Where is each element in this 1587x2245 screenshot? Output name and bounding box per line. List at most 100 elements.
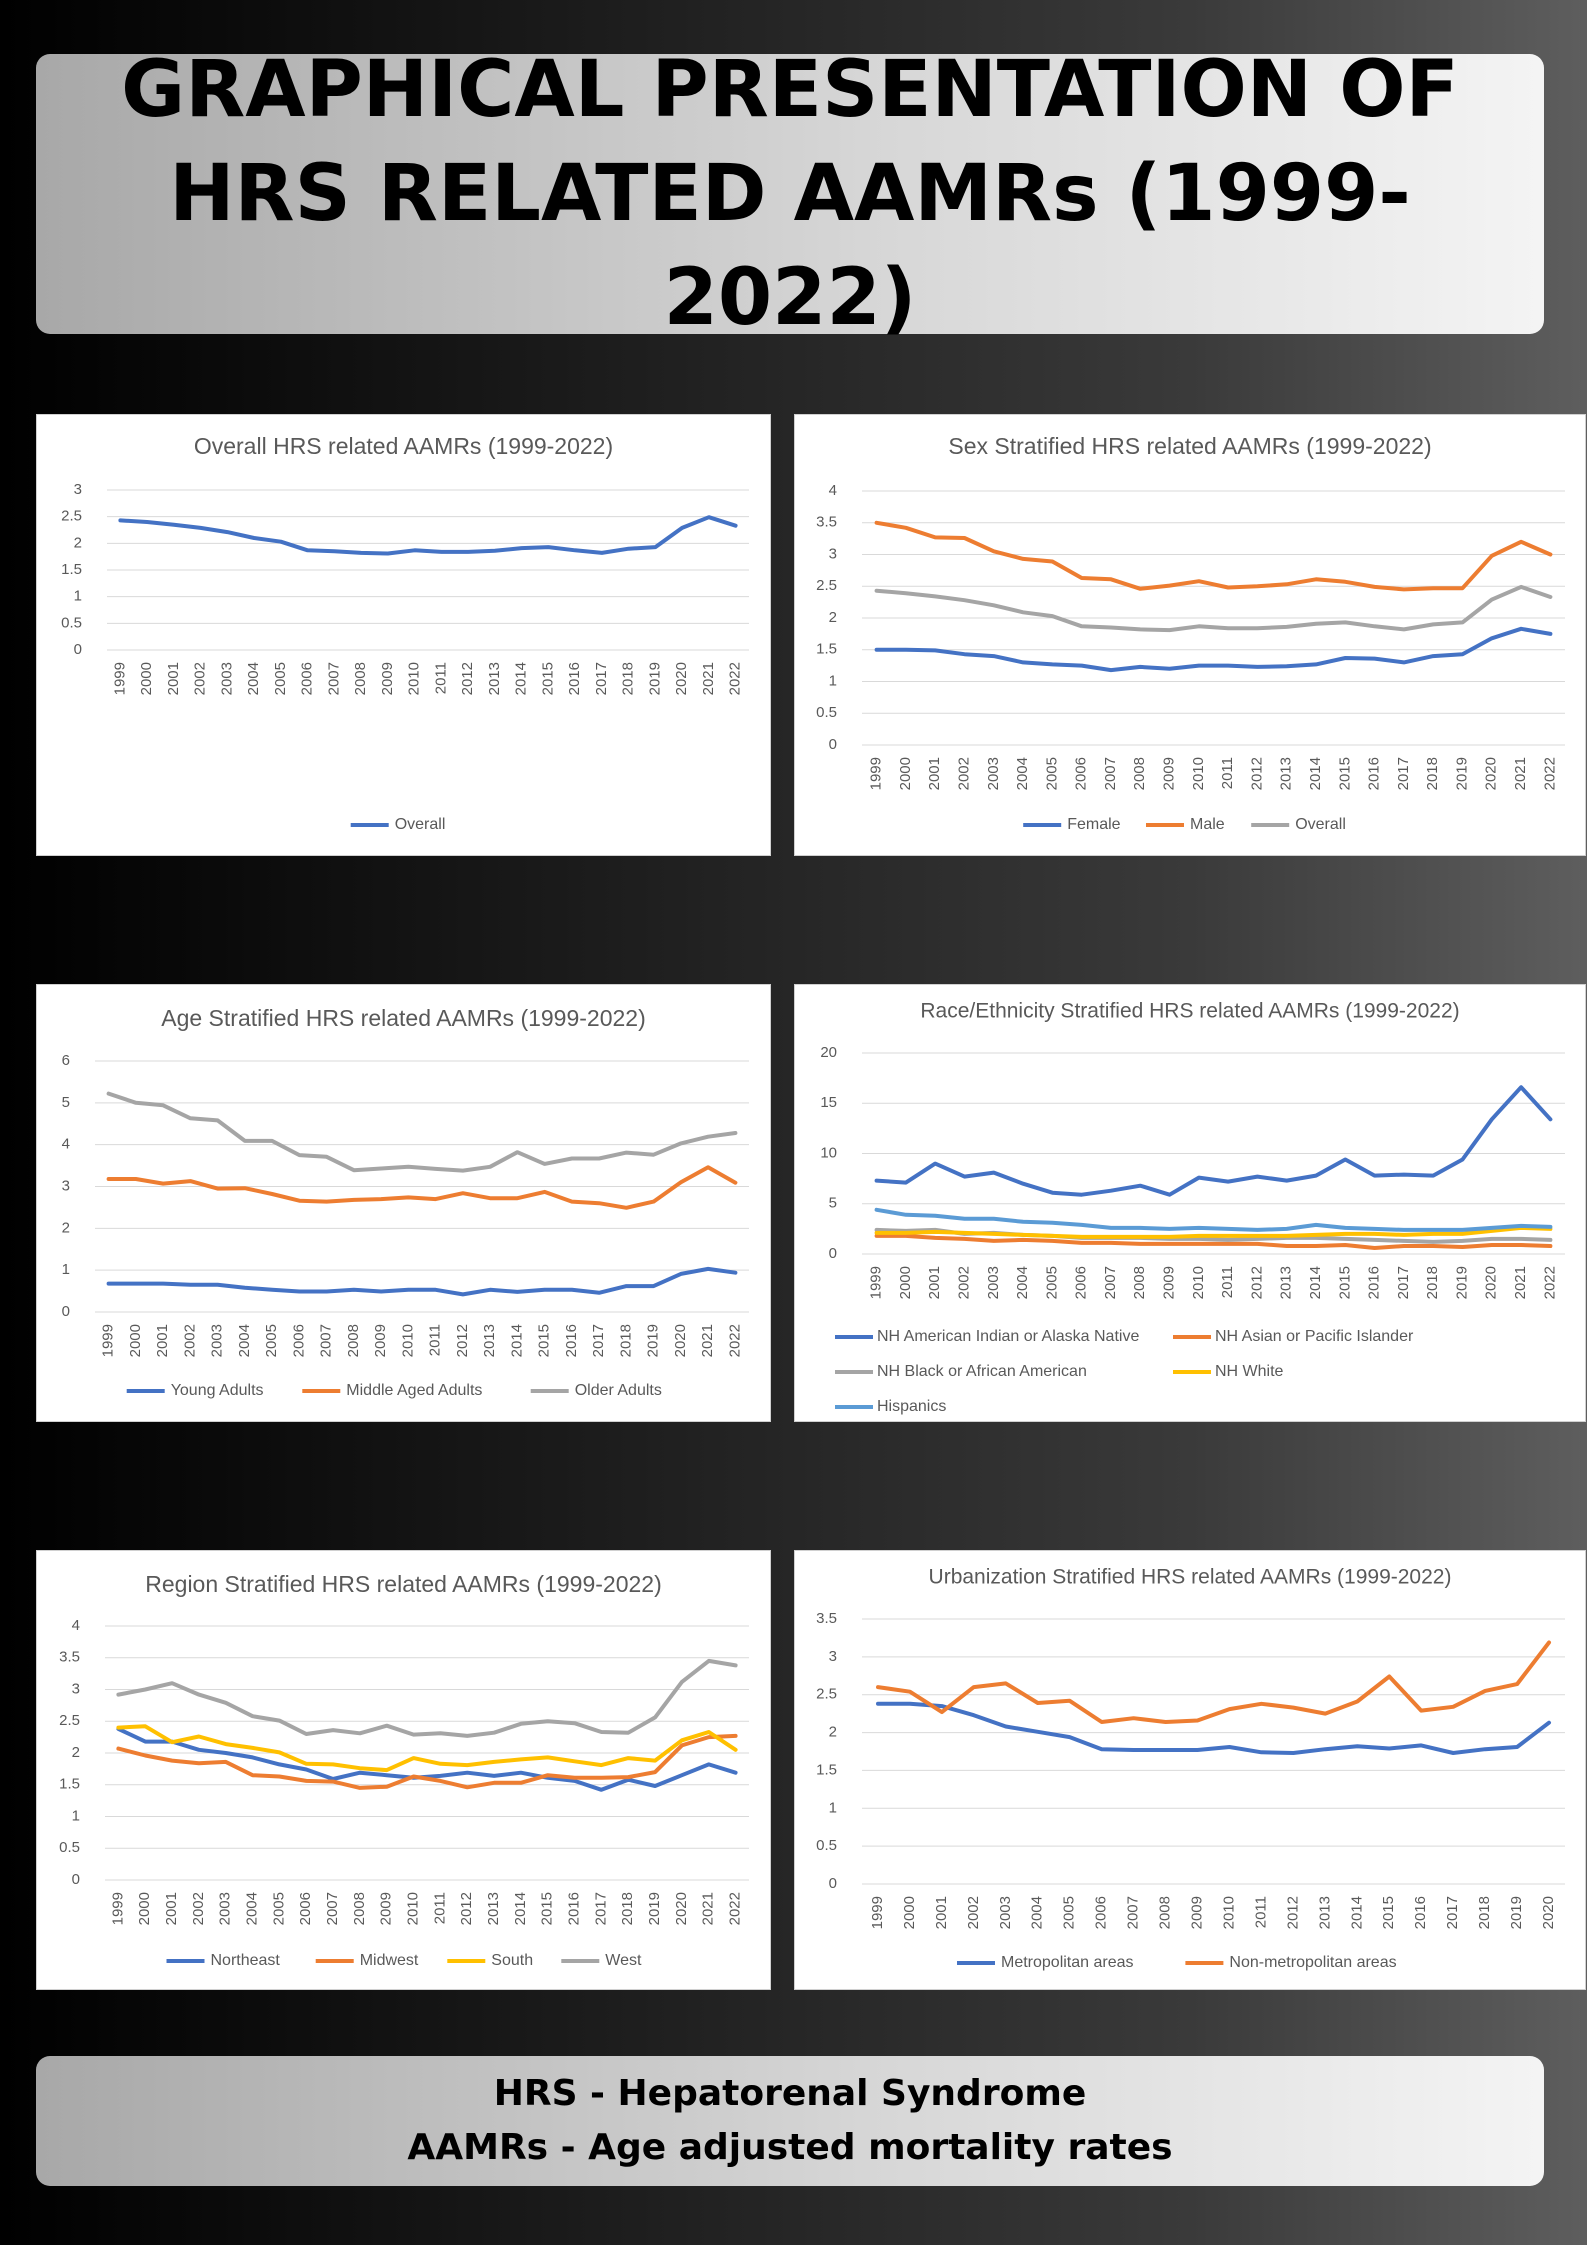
- x-tick-label: 2018: [1476, 1896, 1493, 1929]
- y-tick-label: 3: [74, 481, 82, 498]
- legend-label: NH White: [1215, 1363, 1284, 1380]
- x-tick-label: 2018: [617, 1324, 634, 1357]
- x-tick-label: 2010: [1190, 757, 1207, 790]
- x-tick-label: 2016: [566, 662, 583, 695]
- y-tick-label: 4: [62, 1136, 70, 1153]
- x-tick-label: 2016: [1412, 1896, 1429, 1929]
- footer-line-hrs: HRS - Hepatorenal Syndrome: [493, 2073, 1087, 2114]
- x-tick-label: 2015: [1380, 1896, 1397, 1929]
- y-tick-label: 3.5: [816, 514, 837, 531]
- footer-line-aamrs: AAMRs - Age adjusted mortality rates: [407, 2127, 1173, 2168]
- y-tick-label: 2.5: [816, 1686, 837, 1703]
- chart-overall: Overall HRS related AAMRs (1999-2022) 0 0.…: [61, 433, 749, 833]
- x-tick-label: 2014: [508, 1324, 525, 1357]
- chart-race: Race/Ethnicity Stratified HRS related AA…: [820, 1000, 1565, 1415]
- x-tick-label: 2009: [379, 662, 396, 695]
- x-tick-label: 2006: [299, 662, 316, 695]
- x-tick-label: 2005: [263, 1324, 280, 1357]
- legend-label: Northeast: [211, 1952, 281, 1969]
- x-tick-label: 2008: [1131, 757, 1148, 790]
- x-tick-label: 2001: [926, 1266, 943, 1299]
- x-tick-label: 2007: [1102, 1266, 1119, 1299]
- legend-label: Non-metropolitan areas: [1229, 1954, 1396, 1971]
- x-tick-label: 2011: [1252, 1896, 1269, 1928]
- x-tick-label: 2002: [181, 1324, 198, 1357]
- x-tick-label: 2008: [1131, 1266, 1148, 1299]
- y-tick-label: 0: [829, 736, 837, 753]
- x-tick-label: 2003: [217, 1892, 234, 1925]
- x-tick-label: 2001: [933, 1896, 950, 1929]
- y-tick-label: 3.5: [816, 1610, 837, 1627]
- x-tick-label: 2020: [1483, 757, 1500, 790]
- x-tick-label: 2012: [454, 1324, 471, 1357]
- y-tick-label: 10: [820, 1144, 837, 1161]
- y-tick-label: 2.5: [61, 508, 82, 525]
- x-tick-label: 2010: [399, 1324, 416, 1357]
- x-tick-label: 2013: [486, 662, 503, 695]
- series-line-south: [116, 1724, 738, 1773]
- y-tick-label: 6: [62, 1052, 70, 1069]
- x-tick-label: 2008: [352, 662, 369, 695]
- title-banner: GRAPHICAL PRESENTATION OF HRS RELATED AA…: [36, 45, 1544, 343]
- x-tick-label: 2017: [1444, 1896, 1461, 1929]
- x-tick-label: 2003: [985, 1266, 1002, 1299]
- x-tick-label: 2009: [1188, 1896, 1205, 1929]
- chart-panel-sex: Sex Stratified HRS related AAMRs (1999-2…: [794, 414, 1586, 856]
- x-tick-label: 2012: [1248, 1266, 1265, 1299]
- x-tick-label: 1999: [100, 1324, 117, 1357]
- chart-panel-age: Age Stratified HRS related AAMRs (1999-2…: [36, 984, 771, 1422]
- y-tick-label: 0: [74, 641, 82, 658]
- x-tick-label: 2006: [1073, 757, 1090, 790]
- chart-region: Region Stratified HRS related AAMRs (199…: [59, 1571, 749, 1969]
- x-tick-label: 2019: [646, 662, 663, 695]
- chart-title: Region Stratified HRS related AAMRs (199…: [145, 1571, 661, 1597]
- y-tick-label: 3: [72, 1680, 80, 1697]
- x-tick-label: 2000: [127, 1324, 144, 1357]
- series-line-nh-american-indian-or-alaska-native: [874, 1085, 1553, 1197]
- x-tick-label: 2021: [699, 1324, 716, 1357]
- chart-panel-urbanization: Urbanization Stratified HRS related AAMR…: [794, 1550, 1586, 1990]
- x-tick-label: 2015: [539, 1892, 556, 1925]
- x-tick-label: 2019: [1453, 757, 1470, 790]
- y-tick-label: 2.5: [59, 1712, 80, 1729]
- y-tick-label: 1.5: [816, 1761, 837, 1778]
- x-tick-label: 2011: [427, 1324, 444, 1356]
- series-line-midwest: [116, 1733, 738, 1790]
- y-tick-label: 0.5: [61, 614, 82, 631]
- chart-panel-race: Race/Ethnicity Stratified HRS related AA…: [794, 984, 1586, 1422]
- x-tick-label: 2012: [458, 1892, 475, 1925]
- y-tick-label: 0: [62, 1303, 70, 1320]
- x-tick-label: 2004: [1014, 1266, 1031, 1299]
- x-tick-label: 1999: [868, 1266, 885, 1299]
- legend-label: Female: [1067, 816, 1120, 833]
- x-tick-label: 2021: [700, 662, 717, 695]
- chart-title: Race/Ethnicity Stratified HRS related AA…: [920, 1000, 1459, 1023]
- y-tick-label: 1.5: [816, 641, 837, 658]
- x-tick-label: 2004: [244, 1892, 261, 1925]
- y-tick-label: 0: [829, 1875, 837, 1892]
- x-tick-label: 2020: [673, 662, 690, 695]
- legend-label: Metropolitan areas: [1001, 1954, 1134, 1971]
- x-tick-label: 2012: [1284, 1896, 1301, 1929]
- x-tick-label: 2001: [154, 1324, 171, 1357]
- x-tick-label: 2015: [539, 662, 556, 695]
- x-tick-label: 2008: [351, 1892, 368, 1925]
- y-tick-label: 1: [74, 588, 82, 605]
- x-tick-label: 2015: [536, 1324, 553, 1357]
- legend-label: Hispanics: [877, 1398, 946, 1415]
- y-tick-label: 2: [62, 1219, 70, 1236]
- x-tick-label: 2003: [209, 1324, 226, 1357]
- x-tick-label: 2019: [645, 1324, 662, 1357]
- series-line-metropolitan-areas: [876, 1701, 1551, 1755]
- x-tick-label: 2008: [1157, 1896, 1174, 1929]
- x-tick-label: 2008: [345, 1324, 362, 1357]
- chart-age: Age Stratified HRS related AAMRs (1999-2…: [62, 1005, 749, 1399]
- y-tick-label: 2: [74, 534, 82, 551]
- x-tick-label: 2014: [513, 662, 530, 695]
- x-tick-label: 2018: [620, 662, 637, 695]
- y-tick-label: 1: [72, 1807, 80, 1824]
- x-tick-label: 2017: [1395, 1266, 1412, 1299]
- x-tick-label: 2020: [1540, 1896, 1557, 1929]
- footer-banner: HRS - Hepatorenal Syndrome AAMRs - Age a…: [36, 2056, 1544, 2186]
- x-tick-label: 2017: [1395, 757, 1412, 790]
